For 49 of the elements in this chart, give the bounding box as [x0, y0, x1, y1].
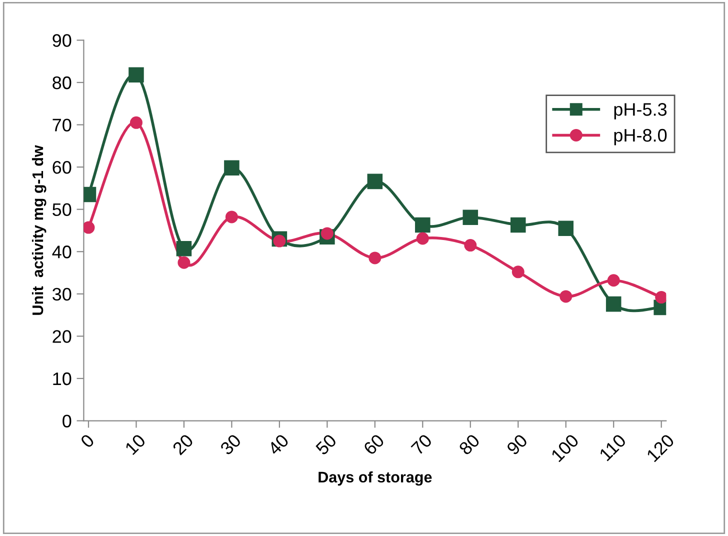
- point: [464, 239, 477, 252]
- point: [415, 217, 430, 233]
- x-tick-label: 110: [598, 433, 627, 462]
- x-tick-label: 30: [219, 433, 242, 456]
- point: [225, 210, 238, 224]
- point: [367, 174, 383, 190]
- point: [128, 67, 144, 83]
- point: [558, 220, 574, 236]
- x-tick-label: 100: [550, 433, 580, 462]
- x-tick-label: 50: [314, 433, 338, 456]
- point: [84, 221, 95, 234]
- point: [606, 296, 622, 312]
- point: [510, 217, 526, 233]
- x-tick-label: 80: [458, 433, 480, 456]
- point: [130, 116, 142, 129]
- x-tick-label: 0: [80, 433, 95, 449]
- x-tick-label: 40: [267, 433, 290, 456]
- x-axis-title: Days of storage: [318, 471, 432, 486]
- x-tick-label: 20: [172, 433, 194, 456]
- y-tick-label: 40: [52, 246, 72, 258]
- point: [224, 160, 240, 176]
- point: [416, 232, 429, 245]
- point: [368, 252, 382, 264]
- point: [273, 234, 286, 248]
- point: [655, 291, 666, 304]
- point: [512, 266, 524, 278]
- y-tick-label: 0: [62, 414, 72, 428]
- y-tick-label: 30: [52, 288, 72, 301]
- y-tick-label: 70: [52, 118, 72, 132]
- point: [178, 256, 190, 269]
- x-tick-label: 10: [124, 433, 146, 456]
- x-tick-label: 90: [506, 433, 528, 456]
- x-tick-label: 70: [410, 433, 433, 456]
- y-tick-label: 50: [52, 203, 72, 216]
- point: [462, 210, 478, 226]
- y-tick-label: 80: [52, 76, 72, 90]
- y-tick-label: 20: [52, 330, 72, 343]
- point: [176, 241, 192, 256]
- y-tick-label: 10: [53, 372, 72, 386]
- point: [560, 290, 572, 303]
- legend-label: pH-8.0: [614, 128, 667, 146]
- y-axis-title: Unit activity mg g-1 dw: [32, 145, 46, 315]
- y-tick-label: 90: [52, 34, 72, 47]
- x-tick-label: 60: [362, 433, 385, 456]
- legend-label: pH-5.3: [614, 103, 667, 120]
- x-tick-label: 120: [646, 433, 675, 462]
- y-tick-label: 60: [52, 160, 72, 174]
- point: [607, 274, 620, 287]
- point: [320, 227, 334, 240]
